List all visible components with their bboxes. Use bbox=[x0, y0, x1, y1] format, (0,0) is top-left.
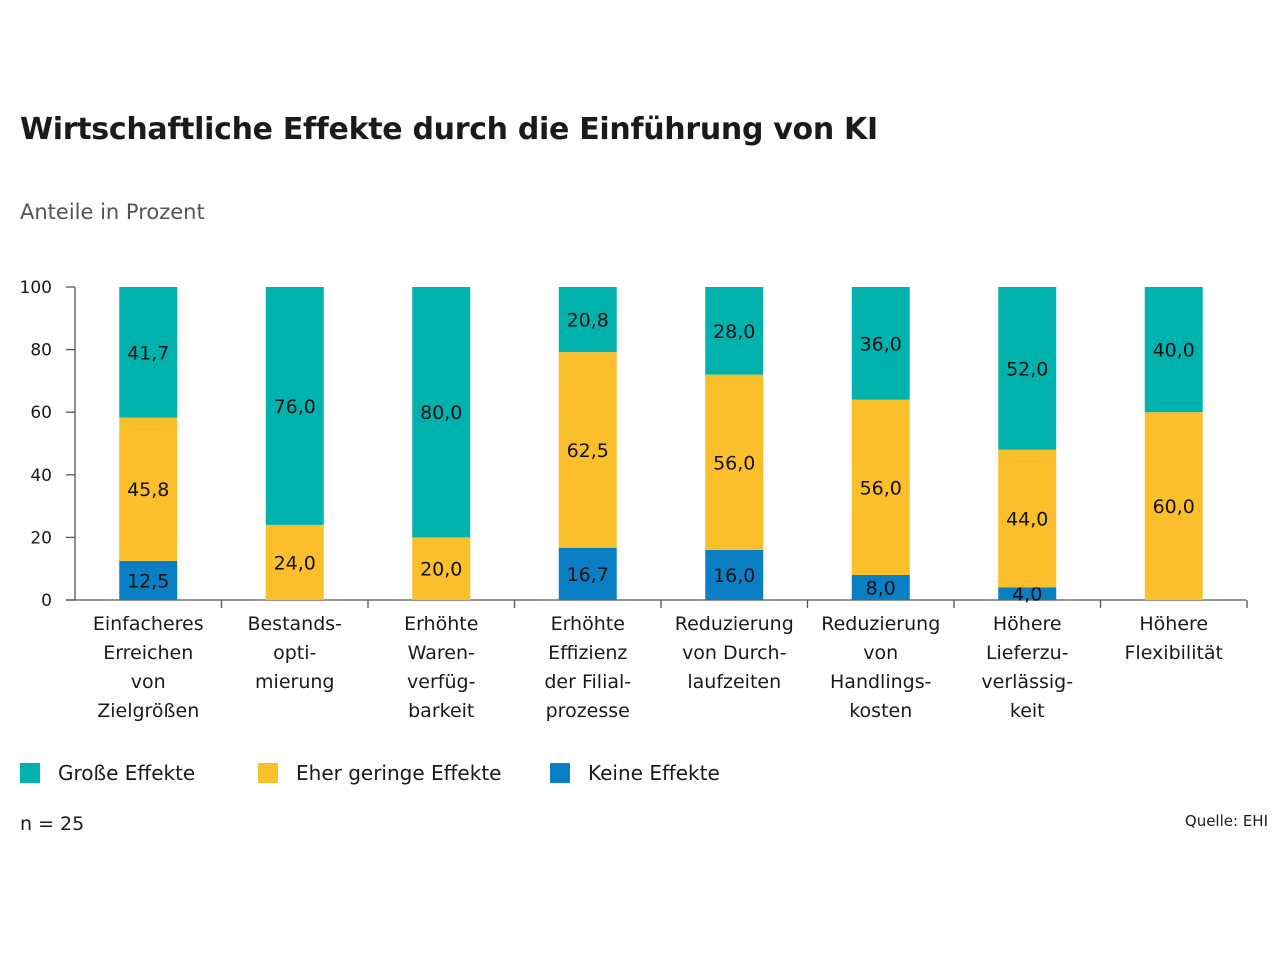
bar-segment-none bbox=[851, 574, 910, 600]
x-category-label-line: Höhere bbox=[993, 613, 1062, 635]
x-category-label-line: mierung bbox=[255, 671, 334, 693]
bar-segment-small bbox=[998, 449, 1057, 588]
x-category-label-line: Waren- bbox=[408, 642, 475, 664]
x-category-label-line: kosten bbox=[849, 700, 912, 722]
data-label-small: 44,0 bbox=[1006, 509, 1048, 531]
x-category-label-line: Reduzierung bbox=[675, 613, 794, 635]
bar-segment-large bbox=[265, 287, 324, 525]
bar-segment-small bbox=[412, 537, 471, 600]
bar-segment-large bbox=[1144, 287, 1203, 413]
x-category-label-line: Effizienz bbox=[548, 642, 627, 664]
x-category-label-line: opti- bbox=[273, 642, 316, 664]
bar-segment-large bbox=[412, 287, 471, 538]
bar-segment-none bbox=[705, 549, 764, 600]
data-label-none: 8,0 bbox=[866, 577, 896, 599]
legend-item-no-effects: Keine Effekte bbox=[550, 761, 720, 785]
data-label-none: 16,0 bbox=[713, 565, 755, 587]
chart-subtitle: Anteile in Prozent bbox=[20, 200, 205, 224]
x-category-label-line: Erhöhte bbox=[404, 613, 478, 635]
x-category-label-line: verlässig- bbox=[981, 671, 1073, 693]
x-category-label: Erhöhte Waren-verfüg-barkeit bbox=[404, 613, 478, 722]
data-label-none: 12,5 bbox=[127, 570, 169, 592]
x-category-label-line: Zielgrößen bbox=[97, 700, 199, 722]
legend-label-small: Eher geringe Effekte bbox=[296, 761, 502, 785]
x-category-label: Erhöhte Effizienz der Filial-prozesse bbox=[544, 613, 631, 722]
legend-item-small-effects: Eher geringe Effekte bbox=[258, 761, 501, 785]
legend-swatch-none bbox=[550, 763, 570, 783]
x-category-label-line: Einfacheres bbox=[93, 613, 204, 635]
bar-segment-large bbox=[998, 287, 1057, 450]
legend-label-none: Keine Effekte bbox=[588, 761, 720, 785]
bar-segment-small bbox=[558, 352, 617, 548]
x-category-label-line: Reduzierung bbox=[821, 613, 940, 635]
data-label-small: 56,0 bbox=[860, 477, 902, 499]
bar-segment-large bbox=[851, 287, 910, 400]
bar-segment-large bbox=[558, 287, 617, 353]
sample-size-note: n = 25 bbox=[20, 813, 85, 835]
data-label-large: 28,0 bbox=[713, 321, 755, 343]
y-tick-label: 60 bbox=[30, 403, 52, 423]
y-tick-label: 80 bbox=[30, 341, 52, 361]
data-label-large: 80,0 bbox=[420, 402, 462, 424]
data-label-large: 76,0 bbox=[274, 396, 316, 418]
x-category-label-line: verfüg- bbox=[407, 671, 475, 693]
x-category-label-line: Höhere bbox=[1139, 613, 1208, 635]
data-label-small: 62,5 bbox=[567, 440, 609, 462]
x-category-label-line: von Durch- bbox=[682, 642, 786, 664]
legend-swatch-small bbox=[258, 763, 278, 783]
bar-segment-none bbox=[558, 547, 617, 600]
data-label-large: 41,7 bbox=[127, 342, 169, 364]
x-category-label-line: Handlings- bbox=[830, 671, 931, 693]
y-tick-label: 40 bbox=[30, 466, 52, 486]
bar-segment-small bbox=[851, 399, 910, 575]
bar-segment-small bbox=[265, 524, 324, 600]
x-category-label-line: Erhöhte bbox=[551, 613, 625, 635]
data-label-small: 45,8 bbox=[127, 479, 169, 501]
bar-segment-none bbox=[998, 587, 1057, 600]
bar-segment-none bbox=[119, 560, 178, 600]
data-label-large: 52,0 bbox=[1006, 358, 1048, 380]
x-category-label-line: Bestands- bbox=[247, 613, 342, 635]
data-label-large: 40,0 bbox=[1153, 340, 1195, 362]
bar-segment-small bbox=[1144, 412, 1203, 600]
x-category-label-line: der Filial- bbox=[544, 671, 631, 693]
x-category-label: Reduzierung von Durch-laufzeiten bbox=[675, 613, 794, 693]
y-tick-label: 0 bbox=[41, 591, 52, 611]
bar-segment-small bbox=[119, 417, 178, 561]
data-label-small: 56,0 bbox=[713, 452, 755, 474]
x-category-label: Einfacheres Erreichen von Zielgrößen bbox=[93, 613, 204, 722]
x-category-label-line: von bbox=[131, 671, 166, 693]
legend-label-large: Große Effekte bbox=[58, 761, 196, 785]
chart-title: Wirtschaftliche Effekte durch die Einfüh… bbox=[20, 112, 878, 147]
x-category-label-line: Erreichen bbox=[103, 642, 193, 664]
x-category-label: Bestands-opti-mierung bbox=[247, 613, 342, 693]
x-category-label-line: prozesse bbox=[546, 700, 630, 722]
data-label-large: 36,0 bbox=[860, 333, 902, 355]
stacked-bar-chart: 0 20 40 60 80 100 12,5 45,8 41,7 Einfacheres Errei… bbox=[20, 278, 1248, 722]
legend-swatch-large bbox=[20, 763, 40, 783]
data-label-small: 20,0 bbox=[420, 559, 462, 581]
data-label-large: 20,8 bbox=[567, 310, 609, 332]
x-category-label-line: keit bbox=[1010, 700, 1045, 722]
bar-segment-large bbox=[705, 287, 764, 375]
data-label-small: 60,0 bbox=[1153, 496, 1195, 518]
data-label-none: 16,7 bbox=[567, 564, 609, 586]
data-label-small: 24,0 bbox=[274, 552, 316, 574]
x-category-label-line: Lieferzu- bbox=[986, 642, 1069, 664]
data-label-none: 4,0 bbox=[1012, 584, 1042, 606]
y-tick-label: 20 bbox=[30, 528, 52, 548]
source-note: Quelle: EHI bbox=[1184, 812, 1268, 830]
x-category-label: Höhere Flexibilität bbox=[1124, 613, 1223, 664]
x-category-label: Reduzierung von Handlings-kosten bbox=[821, 613, 940, 722]
y-tick-label: 100 bbox=[20, 278, 52, 298]
x-category-label: Höhere Lieferzu-verlässig-keit bbox=[981, 613, 1073, 722]
x-category-label-line: barkeit bbox=[408, 700, 474, 722]
bar-segment-large bbox=[119, 287, 178, 418]
bar-segment-small bbox=[705, 374, 764, 550]
x-category-label-line: von bbox=[863, 642, 898, 664]
legend-item-large-effects: Große Effekte bbox=[20, 761, 195, 785]
x-category-label-line: Flexibilität bbox=[1124, 642, 1223, 664]
x-category-label-line: laufzeiten bbox=[687, 671, 781, 693]
